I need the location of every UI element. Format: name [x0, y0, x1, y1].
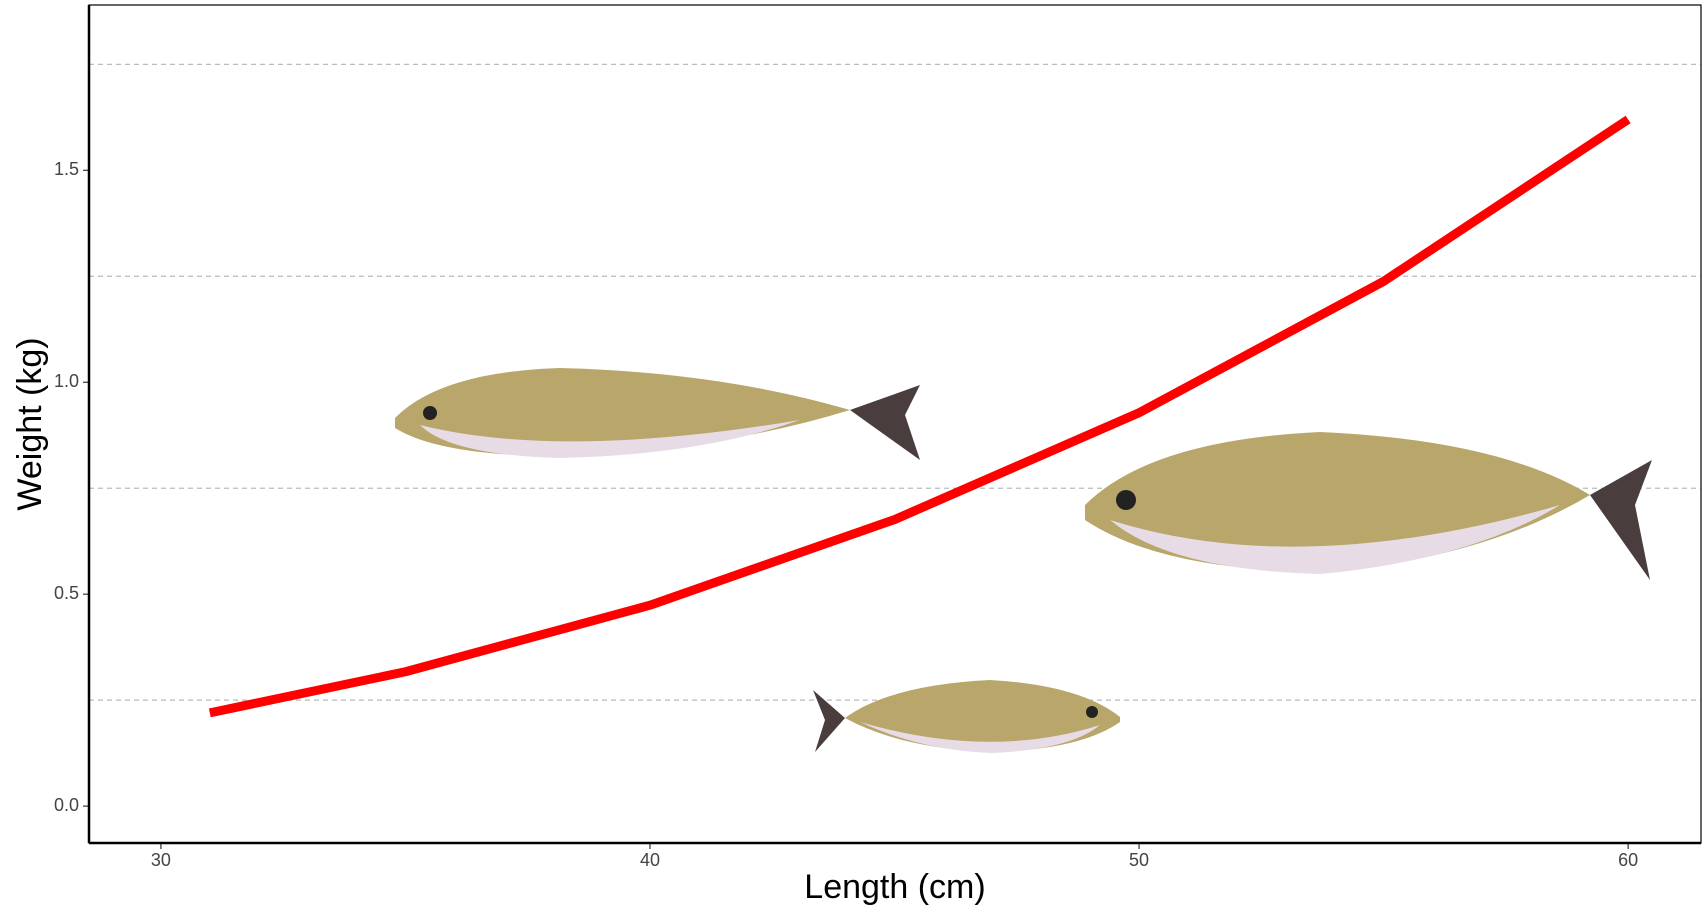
y-tick-label: 1.5: [54, 159, 79, 179]
x-tick-label: 50: [1129, 850, 1149, 870]
y-axis-title: Weight (kg): [11, 337, 49, 510]
y-tick-label: 0.0: [54, 795, 79, 815]
fish: [813, 680, 1120, 753]
fish: [395, 368, 920, 460]
x-tick-label: 40: [640, 850, 660, 870]
fish: [1085, 432, 1652, 580]
grid: [89, 63, 1701, 701]
fish-images: [395, 368, 1652, 753]
y-tick-label: 0.5: [54, 583, 79, 603]
x-tick-label: 60: [1618, 850, 1638, 870]
line-series: [208, 115, 1631, 718]
y-tick-label: 1.0: [54, 371, 79, 391]
x-tick-label: 30: [151, 850, 171, 870]
x-axis-title: Length (cm): [804, 868, 985, 906]
